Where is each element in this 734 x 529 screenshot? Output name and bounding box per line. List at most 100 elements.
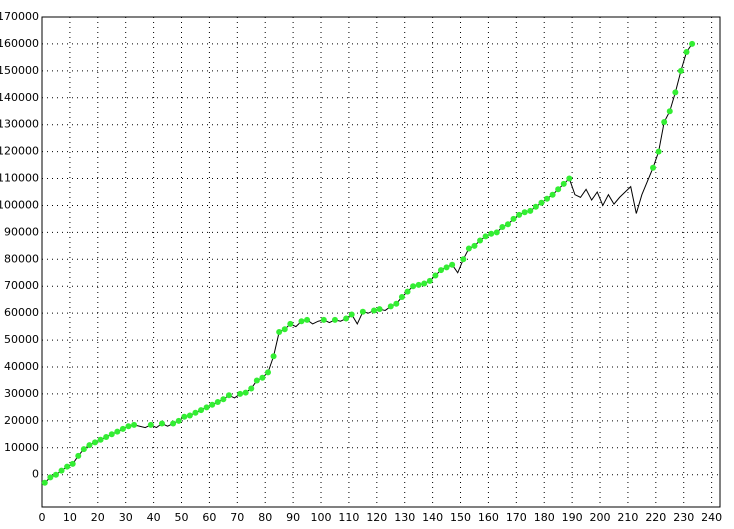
y-tick-label: 140000 [0, 91, 39, 104]
x-tick-label: 150 [450, 511, 471, 524]
high-marker [298, 318, 305, 325]
high-marker [672, 89, 679, 96]
high-marker [225, 392, 232, 399]
y-tick-label: 90000 [4, 225, 39, 238]
high-marker [86, 442, 93, 449]
high-marker [175, 417, 182, 424]
y-tick-label: 20000 [4, 414, 39, 427]
plot-frame [41, 16, 721, 508]
high-marker [343, 315, 350, 322]
high-marker [75, 452, 82, 459]
high-marker [404, 288, 411, 295]
high-marker [387, 303, 394, 310]
high-marker [415, 281, 422, 288]
high-marker [371, 307, 378, 314]
high-marker [538, 199, 545, 206]
y-tick-label: 0 [32, 468, 39, 481]
high-marker [443, 264, 450, 271]
high-marker [170, 420, 177, 427]
y-tick-label: 130000 [0, 118, 39, 131]
high-marker [125, 423, 132, 430]
x-tick-label: 0 [39, 511, 46, 524]
high-marker [376, 306, 383, 313]
x-tick-label: 20 [91, 511, 105, 524]
high-marker [265, 369, 271, 376]
high-marker [560, 180, 567, 187]
high-marker [287, 320, 294, 327]
high-marker [549, 191, 556, 198]
high-marker [432, 272, 439, 279]
high-marker [359, 308, 366, 315]
y-tick-label: 160000 [0, 37, 39, 50]
high-marker [437, 267, 444, 274]
x-tick-label: 190 [562, 511, 583, 524]
high-marker [198, 407, 205, 414]
x-tick-label: 140 [422, 511, 443, 524]
high-marker [510, 215, 517, 222]
x-tick-label: 220 [645, 511, 666, 524]
high-marker [248, 385, 255, 392]
high-marker [253, 377, 260, 384]
high-marker [482, 233, 489, 240]
high-marker [92, 439, 99, 446]
x-tick-label: 100 [311, 511, 332, 524]
high-marker [677, 67, 684, 74]
x-tick-label: 110 [338, 511, 359, 524]
high-marker [393, 300, 400, 307]
y-tick-label: 70000 [4, 279, 39, 292]
high-marker [320, 316, 327, 323]
x-tick-label: 40 [147, 511, 161, 524]
y-tick-label: 100000 [0, 198, 39, 211]
high-marker [460, 256, 467, 263]
high-marker [566, 175, 573, 182]
high-marker [465, 245, 472, 252]
high-marker [661, 119, 668, 125]
high-marker [276, 329, 283, 335]
y-tick-label: 170000 [0, 10, 39, 23]
high-marker [426, 277, 433, 284]
high-marker [270, 353, 277, 360]
high-marker [516, 211, 523, 218]
high-marker [544, 195, 551, 202]
high-marker [181, 413, 188, 420]
high-marker [52, 471, 59, 478]
high-marker [650, 164, 657, 171]
high-marker [532, 203, 539, 210]
high-marker [214, 399, 221, 405]
x-tick-label: 130 [394, 511, 415, 524]
high-marker [555, 186, 562, 193]
x-tick-label: 180 [534, 511, 555, 524]
high-marker [666, 108, 673, 115]
x-tick-label: 210 [617, 511, 638, 524]
y-tick-label: 110000 [0, 172, 39, 185]
high-marker [348, 311, 355, 318]
y-tick-label: 80000 [4, 252, 39, 265]
y-tick-label: 30000 [4, 387, 39, 400]
high-marker [209, 401, 216, 408]
high-marker [147, 421, 154, 428]
x-tick-label: 30 [119, 511, 133, 524]
high-marker [304, 316, 311, 323]
high-marker [499, 224, 506, 230]
high-marker [655, 148, 662, 155]
x-tick-label: 90 [286, 511, 300, 524]
high-marker [242, 389, 249, 396]
y-tick-label: 60000 [4, 306, 39, 319]
high-marker [64, 463, 71, 470]
high-marker [449, 261, 456, 268]
high-marker [41, 479, 48, 486]
high-marker [259, 374, 266, 381]
high-marker [158, 420, 165, 427]
x-tick-label: 80 [258, 511, 272, 524]
high-marker [683, 49, 690, 55]
high-marker [521, 209, 528, 216]
high-marker [114, 428, 121, 435]
high-marker [186, 412, 193, 419]
x-tick-label: 60 [202, 511, 216, 524]
high-marker [80, 446, 87, 453]
high-marker [281, 326, 288, 333]
high-marker [97, 436, 104, 443]
high-marker [103, 434, 110, 440]
y-tick-label: 120000 [0, 145, 39, 158]
y-tick-label: 150000 [0, 64, 39, 77]
